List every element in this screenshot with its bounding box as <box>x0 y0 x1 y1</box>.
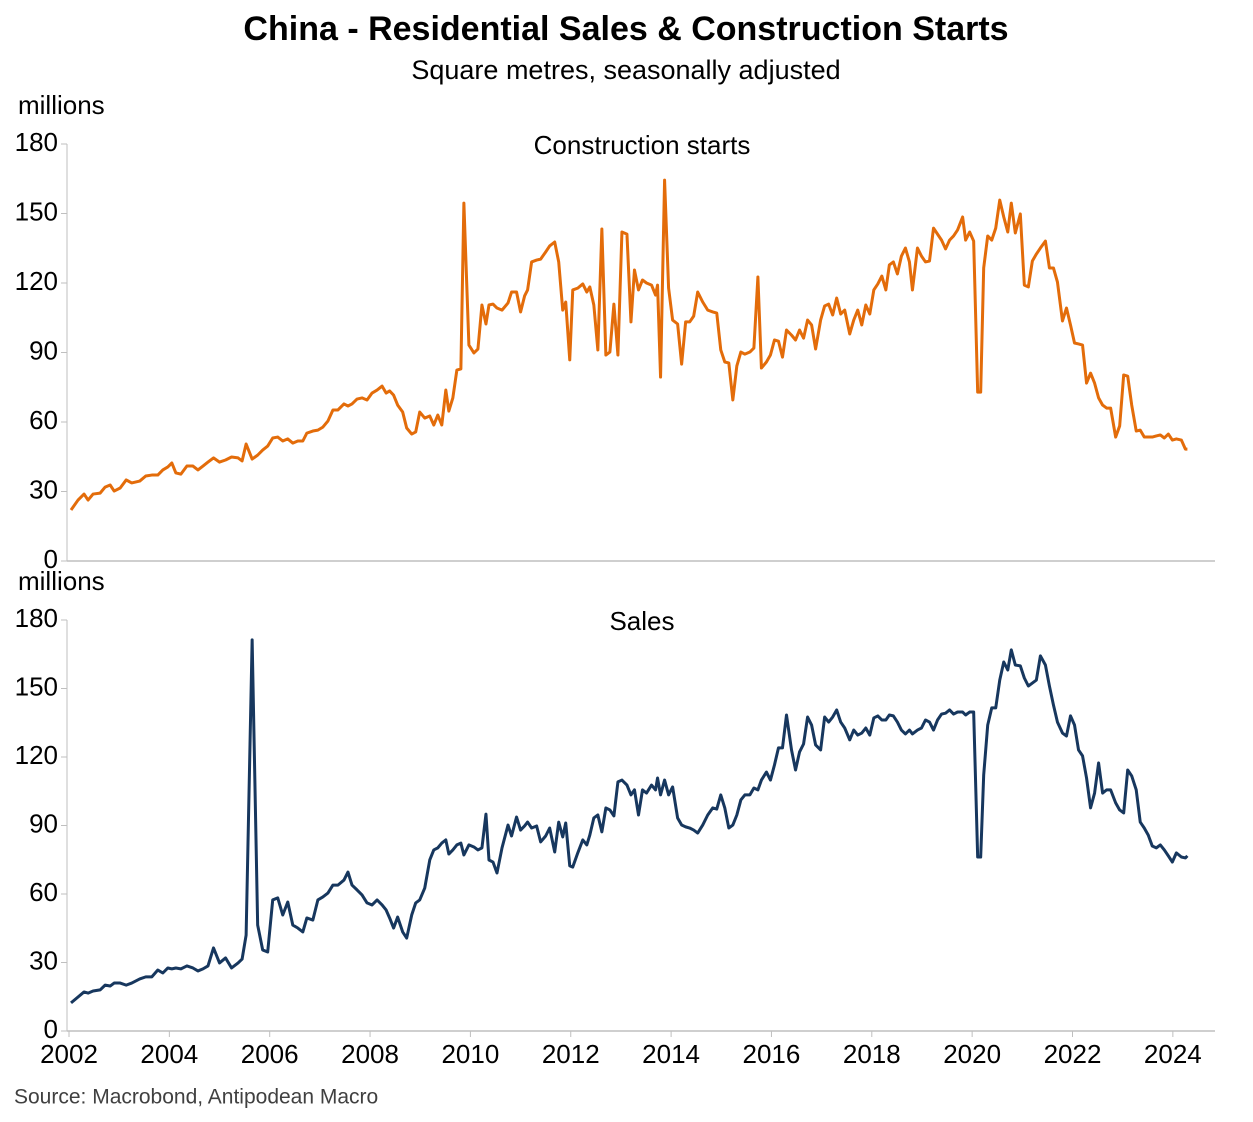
chart-title: China - Residential Sales & Construction… <box>243 10 1008 48</box>
y-tick-label: 0 <box>44 1014 58 1044</box>
x-tick-label: 2016 <box>743 1039 801 1069</box>
x-tick-label: 2004 <box>140 1039 198 1069</box>
panel-title: Construction starts <box>534 130 751 160</box>
y-tick-label: 60 <box>29 877 58 907</box>
x-tick-label: 2020 <box>943 1039 1001 1069</box>
panel-title: Sales <box>609 606 674 636</box>
y-tick-label: 120 <box>15 266 58 296</box>
y-tick-label: 90 <box>29 808 58 838</box>
x-tick-label: 2010 <box>441 1039 499 1069</box>
y-tick-label: 90 <box>29 335 58 365</box>
x-tick-label: 2022 <box>1044 1039 1102 1069</box>
source-note: Source: Macrobond, Antipodean Macro <box>14 1086 378 1109</box>
x-tick-label: 2012 <box>542 1039 600 1069</box>
y-tick-label: 180 <box>15 127 58 157</box>
chart-subtitle: Square metres, seasonally adjusted <box>411 55 840 85</box>
x-tick-label: 2024 <box>1144 1039 1202 1069</box>
x-tick-label: 2014 <box>642 1039 700 1069</box>
x-tick-label: 2002 <box>40 1039 98 1069</box>
y-tick-label: 30 <box>29 945 58 975</box>
y-tick-label: 150 <box>15 671 58 701</box>
y-tick-label: 0 <box>44 544 58 574</box>
y-axis-label: millions <box>18 90 105 120</box>
y-tick-label: 180 <box>15 603 58 633</box>
y-axis-label: millions <box>18 566 105 596</box>
x-tick-label: 2006 <box>241 1039 299 1069</box>
x-tick-label: 2008 <box>341 1039 399 1069</box>
x-tick-label: 2018 <box>843 1039 901 1069</box>
y-tick-label: 150 <box>15 196 58 226</box>
y-tick-label: 30 <box>29 474 58 504</box>
y-tick-label: 60 <box>29 405 58 435</box>
data-line <box>70 638 1189 1005</box>
data-line <box>69 178 1188 511</box>
y-tick-label: 120 <box>15 740 58 770</box>
